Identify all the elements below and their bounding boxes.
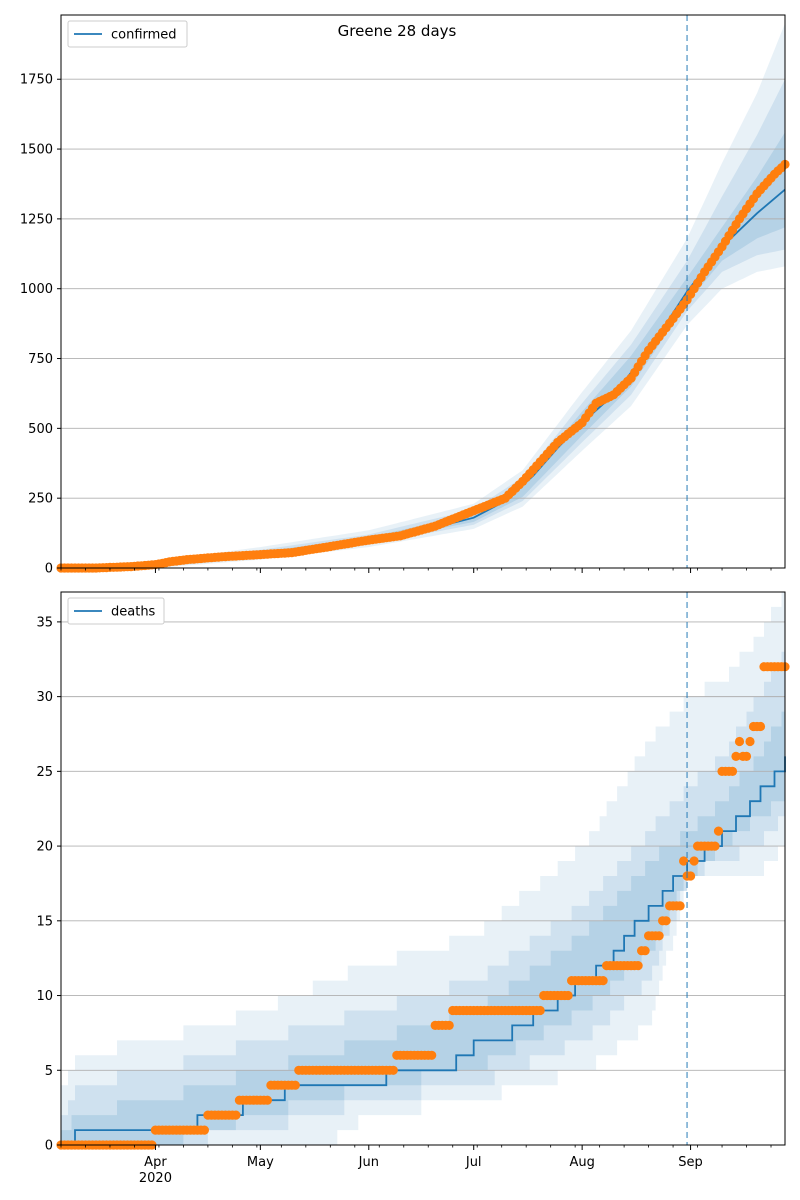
x-tick-label: May xyxy=(247,1155,274,1170)
uncertainty-band-outer xyxy=(61,592,785,1145)
observed-point xyxy=(675,901,685,911)
y-tick-label: 0 xyxy=(45,562,53,577)
y-tick-label: 1750 xyxy=(20,73,53,88)
observed-point xyxy=(563,990,573,1001)
observed-point xyxy=(741,751,752,762)
x-tick-label: Sep xyxy=(678,1155,703,1170)
observed-point xyxy=(679,856,689,866)
y-tick-label: 1000 xyxy=(20,282,53,297)
observed-point xyxy=(686,871,696,881)
y-tick-label: 20 xyxy=(36,840,53,855)
observed-point xyxy=(535,1005,545,1016)
legend-label-deaths: deaths xyxy=(111,605,156,620)
y-tick-label: 30 xyxy=(36,690,53,705)
uncertainty-band-middle xyxy=(61,651,785,1145)
observed-point xyxy=(713,826,724,836)
deaths-gridlines xyxy=(61,621,785,1071)
observed-point xyxy=(290,1080,300,1090)
confirmed-gridlines xyxy=(61,78,785,499)
y-tick-label: 0 xyxy=(45,1139,53,1154)
observed-point xyxy=(745,736,755,747)
observed-point xyxy=(640,946,650,956)
y-tick-label: 25 xyxy=(36,765,53,780)
observed-point xyxy=(633,961,643,971)
y-tick-label: 35 xyxy=(36,615,53,630)
observed-point xyxy=(444,1020,454,1030)
legend-box xyxy=(67,597,165,625)
chart-title: Greene 28 days xyxy=(338,22,457,40)
observed-point xyxy=(661,916,671,926)
observed-point xyxy=(598,976,608,986)
confirmed-uncertainty-bands xyxy=(61,23,785,569)
y-tick-label: 10 xyxy=(36,989,53,1004)
x-tick-label: Apr xyxy=(144,1155,167,1170)
observed-point xyxy=(231,1110,241,1120)
observed-point xyxy=(262,1095,272,1105)
deaths-axes-frame xyxy=(60,591,786,1146)
uncertainty-band-inner xyxy=(61,132,785,569)
observed-point xyxy=(388,1065,398,1075)
y-tick-label: 1500 xyxy=(20,143,53,158)
x-tick-label: Jul xyxy=(465,1155,482,1170)
y-tick-label: 1250 xyxy=(20,212,53,227)
confirmed-observed-points xyxy=(56,159,790,573)
y-tick-label: 5 xyxy=(45,1064,53,1079)
deaths-legend: deaths xyxy=(67,597,165,625)
legend-label-confirmed: confirmed xyxy=(111,28,177,43)
observed-point xyxy=(734,736,745,747)
confirmed-y-axis: 0 250 500 750 1000 1250 1500 1750 xyxy=(20,73,61,577)
observed-point xyxy=(689,856,699,866)
observed-point xyxy=(731,751,741,762)
x-tick-sublabel: 2020 xyxy=(139,1171,172,1186)
observed-point xyxy=(427,1050,437,1060)
confirmed-axes-frame xyxy=(60,14,786,569)
x-tick-label: Aug xyxy=(569,1155,594,1170)
deaths-y-axis: 0 5 10 15 20 25 30 35 xyxy=(36,615,61,1154)
y-tick-label: 250 xyxy=(28,492,53,507)
confirmed-panel: 0 250 500 750 1000 1250 1500 1750 Greene 28 day… xyxy=(20,14,790,577)
observed-point xyxy=(755,721,766,732)
observed-point xyxy=(727,766,738,777)
confirmed-legend: confirmed xyxy=(67,20,188,48)
y-tick-label: 500 xyxy=(28,422,53,437)
x-tick-label: Jun xyxy=(358,1155,379,1170)
y-tick-label: 15 xyxy=(36,914,53,929)
observed-point xyxy=(199,1125,209,1135)
y-tick-label: 750 xyxy=(28,352,53,367)
observed-point xyxy=(710,841,720,851)
observed-point xyxy=(654,931,664,941)
legend-box xyxy=(67,20,188,48)
